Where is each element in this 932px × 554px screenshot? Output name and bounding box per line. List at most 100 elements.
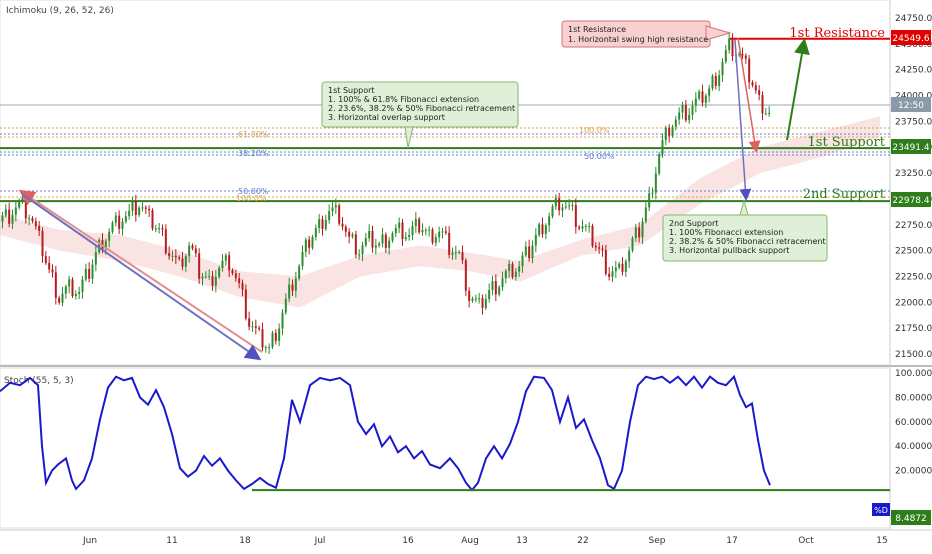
candle-body — [44, 256, 47, 263]
candle-body — [508, 263, 511, 272]
candle-body — [394, 227, 397, 234]
candle-body — [21, 198, 24, 201]
price-tick: 22000.0 — [895, 298, 932, 308]
candle-body — [714, 76, 717, 86]
candle-body — [341, 223, 344, 227]
candle-body — [411, 226, 414, 236]
candle-body — [454, 252, 457, 254]
stochastic — [0, 374, 890, 492]
candle-body — [441, 231, 444, 233]
candle-body — [181, 258, 184, 267]
candle-body — [481, 298, 484, 308]
projection-arrows[interactable] — [18, 37, 810, 361]
osc-axis[interactable]: 100.0000 80.0000 60.0000 40.0000 20.0000 — [895, 369, 932, 477]
fib-arrow-red-up — [18, 189, 263, 353]
candle-body — [334, 205, 337, 208]
price-tick: 24250.0 — [895, 66, 932, 76]
candle-body — [201, 276, 204, 279]
candle-body — [161, 228, 164, 230]
bounce-arrow-green — [786, 38, 810, 141]
candle-body — [244, 289, 247, 319]
candle-body — [338, 205, 341, 224]
candle-body — [564, 206, 567, 208]
candle-body — [138, 207, 141, 215]
candle-body — [108, 231, 111, 241]
candle-body — [381, 234, 384, 244]
time-tick: 22 — [577, 536, 588, 546]
candle-body — [694, 98, 697, 106]
candle-body — [258, 327, 261, 330]
candle-body — [121, 221, 124, 229]
candle-body — [421, 230, 424, 233]
candle-body — [178, 257, 181, 259]
osc-badge: %D — [874, 506, 888, 515]
candle-body — [428, 229, 431, 231]
candle-body — [104, 240, 107, 250]
resistance-box-line1: 1st Resistance — [568, 25, 626, 34]
resistance-annotation[interactable]: 1st Resistance 1. Horizontal swing high … — [561, 20, 732, 48]
target-arrow-blue — [734, 39, 752, 201]
candle-body — [384, 234, 387, 248]
candle-body — [151, 210, 154, 229]
candle-body — [594, 245, 597, 248]
candle-body — [608, 273, 611, 277]
candle-body — [678, 112, 681, 120]
candle-body — [141, 207, 144, 209]
osc-value-tag: 8.4872 %D — [872, 503, 931, 525]
candle-body — [318, 219, 321, 229]
candle-body — [81, 279, 84, 292]
candle-body — [528, 246, 531, 259]
candle-body — [751, 82, 754, 86]
stoch-label[interactable]: Stoch (55, 5, 3) — [4, 376, 74, 386]
candle-body — [728, 38, 731, 51]
candle-body — [28, 218, 31, 220]
support2-box-line4: 3. Horizontal pullback support — [669, 246, 789, 255]
ichimoku-label[interactable]: Ichimoku (9, 26, 52, 26) — [6, 6, 114, 16]
candle-body — [14, 207, 17, 215]
time-tick: Jul — [314, 536, 326, 546]
candle-body — [254, 326, 257, 328]
support2-box-line3: 2. 38.2% & 50% Fibonacci retracement — [669, 237, 826, 246]
candle-body — [208, 276, 211, 278]
support2-price-tag: 22978.4 — [891, 192, 931, 207]
candle-body — [531, 245, 534, 259]
candle-body — [11, 214, 14, 224]
candle-body — [154, 228, 157, 230]
candle-body — [1, 215, 4, 222]
support1-annotation[interactable]: 1st Support 1. 100% & 61.8% Fibonacci ex… — [321, 81, 519, 149]
candle-body — [264, 347, 267, 349]
support1-title: 1st Support — [808, 135, 886, 150]
time-tick: 11 — [166, 536, 177, 546]
candle-body — [354, 234, 357, 255]
time-tick: 18 — [239, 536, 251, 546]
price-tick: 22750.0 — [895, 221, 932, 231]
candle-body — [58, 297, 61, 303]
candle-body — [561, 207, 564, 211]
candle-body — [144, 207, 147, 209]
candle-body — [51, 269, 54, 273]
candle-body — [24, 198, 27, 219]
candle-body — [588, 225, 591, 227]
oscillator-pane[interactable] — [0, 367, 891, 529]
candle-body — [418, 218, 421, 233]
fib-arrow-blue-down — [21, 193, 262, 361]
candle-body — [604, 250, 607, 274]
time-axis[interactable]: Jun 11 18 Jul 16 Aug 13 22 Sep 17 Oct 15 — [82, 536, 888, 546]
candle-body — [424, 229, 427, 231]
candle-body — [698, 91, 701, 99]
time-tick: 15 — [876, 536, 887, 546]
candle-body — [541, 224, 544, 235]
support2-annotation[interactable]: 2nd Support 1. 100% Fibonacci extension … — [662, 199, 828, 262]
price-axis[interactable]: 24750.024500.024250.024000.023750.023500… — [895, 14, 932, 360]
candle-body — [731, 38, 734, 57]
price-tick: 22500.0 — [895, 247, 932, 257]
candle-body — [754, 85, 757, 91]
fib-a-1000: 100.0% — [236, 194, 267, 203]
candle-body — [624, 261, 627, 272]
price-pane[interactable] — [0, 0, 891, 366]
osc-tick: 80.0000 — [895, 393, 932, 403]
candle-body — [4, 209, 7, 216]
candle-body — [288, 284, 291, 299]
candle-body — [478, 298, 481, 300]
